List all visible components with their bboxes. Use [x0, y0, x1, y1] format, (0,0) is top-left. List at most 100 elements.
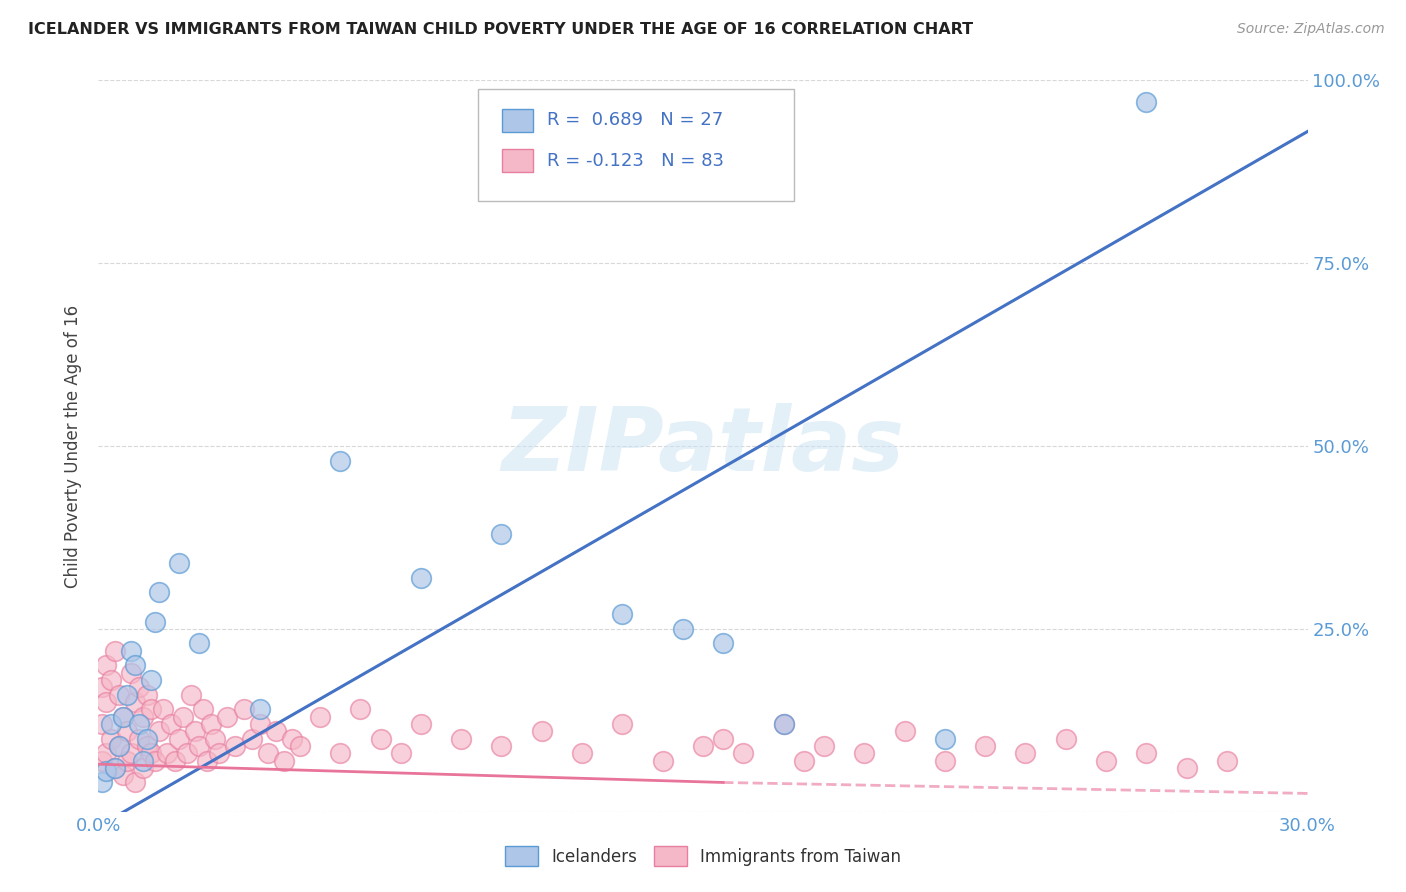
Point [208, 746, 231, 760]
Point [107, 688, 129, 702]
Point [370, 731, 392, 746]
Point [249, 717, 271, 731]
Point [139, 746, 162, 760]
Point [692, 739, 714, 753]
Point [409, 571, 432, 585]
Point [143, 754, 166, 768]
Point [103, 644, 125, 658]
Point [288, 739, 311, 753]
Point [329, 453, 352, 467]
Point [974, 739, 997, 753]
Point [224, 739, 246, 753]
Point [135, 731, 157, 746]
Point [135, 739, 157, 753]
Point [132, 709, 155, 723]
Point [651, 754, 673, 768]
Point [813, 739, 835, 753]
Point [893, 724, 915, 739]
Point [264, 724, 287, 739]
Point [152, 702, 174, 716]
Point [772, 717, 794, 731]
Point [1095, 754, 1118, 768]
Point [115, 724, 138, 739]
Point [349, 702, 371, 716]
Point [184, 724, 207, 739]
Point [96, 746, 118, 760]
Point [143, 615, 166, 629]
Point [232, 702, 254, 716]
Point [139, 702, 162, 716]
Point [100, 717, 122, 731]
Point [124, 658, 146, 673]
Point [128, 731, 150, 746]
Point [172, 709, 194, 723]
Point [195, 754, 218, 768]
Point [240, 731, 263, 746]
Point [711, 731, 734, 746]
Point [612, 717, 634, 731]
Point [91, 717, 114, 731]
Point [148, 585, 170, 599]
Point [160, 717, 183, 731]
Point [450, 731, 472, 746]
Point [91, 754, 114, 768]
Point [793, 754, 815, 768]
Point [111, 709, 134, 723]
Point [91, 681, 114, 695]
Point [148, 724, 170, 739]
Point [163, 754, 186, 768]
Point [733, 746, 755, 760]
Text: ZIPatlas: ZIPatlas [502, 402, 904, 490]
Point [934, 754, 956, 768]
Point [103, 761, 125, 775]
Point [120, 644, 142, 658]
Point [132, 761, 155, 775]
Point [139, 673, 162, 687]
Text: R = -0.123   N = 83: R = -0.123 N = 83 [547, 152, 724, 169]
Point [156, 746, 179, 760]
Point [115, 754, 138, 768]
Point [711, 636, 734, 650]
Point [96, 764, 118, 779]
Point [204, 731, 226, 746]
Point [772, 717, 794, 731]
Point [135, 688, 157, 702]
Point [188, 636, 211, 650]
Point [115, 688, 138, 702]
Point [571, 746, 593, 760]
Point [120, 665, 142, 680]
Point [256, 746, 278, 760]
Point [100, 673, 122, 687]
Point [96, 695, 118, 709]
Point [111, 768, 134, 782]
Point [167, 556, 190, 570]
Legend: Icelanders, Immigrants from Taiwan: Icelanders, Immigrants from Taiwan [498, 839, 908, 873]
Point [200, 717, 222, 731]
Point [124, 695, 146, 709]
Point [132, 754, 155, 768]
Point [1135, 746, 1157, 760]
Point [1135, 95, 1157, 110]
Point [672, 622, 695, 636]
Point [107, 739, 129, 753]
Point [107, 739, 129, 753]
Point [249, 702, 271, 716]
Text: ICELANDER VS IMMIGRANTS FROM TAIWAN CHILD POVERTY UNDER THE AGE OF 16 CORRELATIO: ICELANDER VS IMMIGRANTS FROM TAIWAN CHIL… [28, 22, 973, 37]
Point [853, 746, 876, 760]
Point [1175, 761, 1198, 775]
Point [273, 754, 295, 768]
Point [217, 709, 239, 723]
Point [329, 746, 352, 760]
Point [111, 709, 134, 723]
Point [193, 702, 215, 716]
Point [281, 731, 304, 746]
Point [188, 739, 211, 753]
Point [612, 607, 634, 622]
Point [120, 746, 142, 760]
Text: Source: ZipAtlas.com: Source: ZipAtlas.com [1237, 22, 1385, 37]
Point [409, 717, 432, 731]
Point [491, 526, 513, 541]
Point [530, 724, 553, 739]
Point [124, 775, 146, 789]
Point [1014, 746, 1036, 760]
